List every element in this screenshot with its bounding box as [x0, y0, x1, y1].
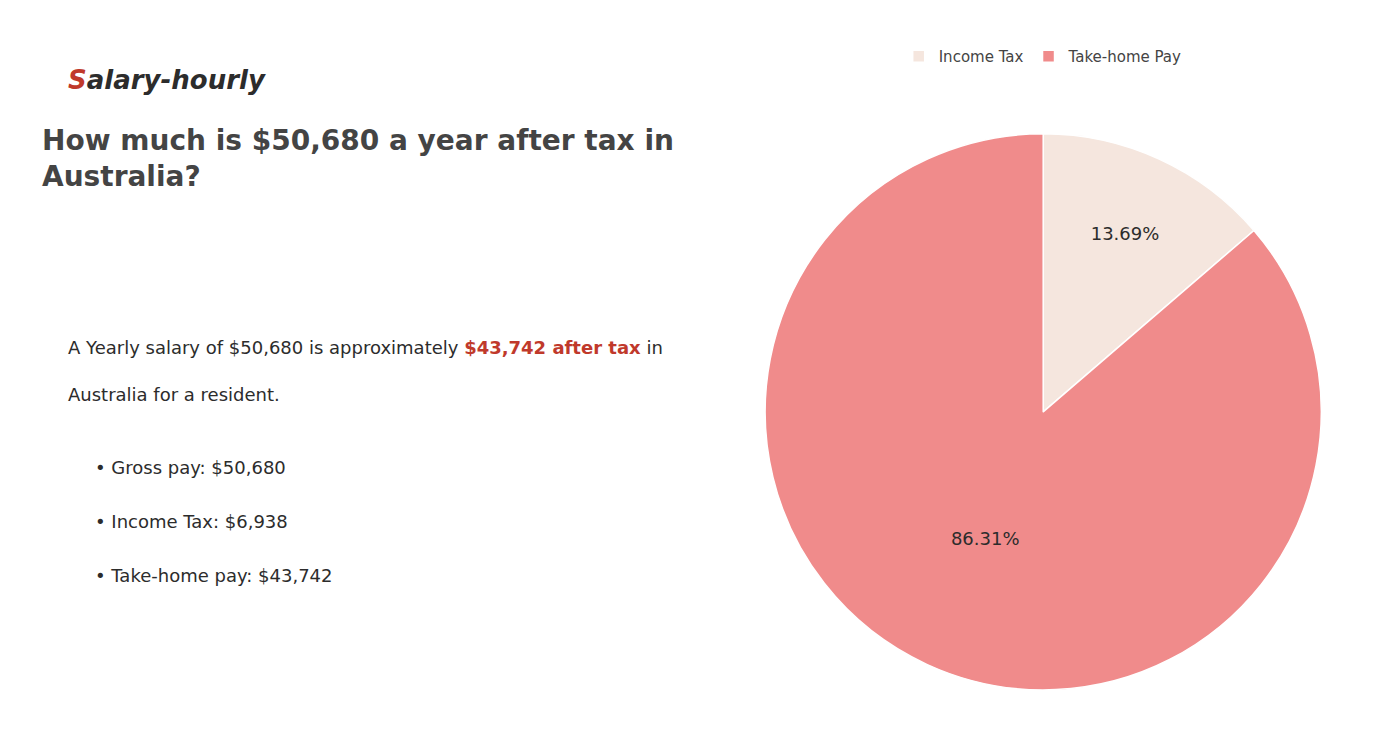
svg-text:• Take-home pay: $43,742: • Take-home pay: $43,742: [95, 565, 333, 586]
svg-text:How much is $50,680 a year aft: How much is $50,680 a year after tax inA…: [42, 124, 674, 193]
svg-text:A Yearly salary of $50,680 is: A Yearly salary of $50,680 is approximat…: [68, 337, 663, 358]
svg-text:13.69%: 13.69%: [1091, 223, 1160, 244]
svg-text:Australia for a resident.: Australia for a resident.: [68, 384, 280, 405]
svg-text:Take-home Pay: Take-home Pay: [1068, 48, 1182, 66]
svg-text:• Gross pay: $50,680: • Gross pay: $50,680: [95, 457, 286, 478]
svg-text:• Income Tax: $6,938: • Income Tax: $6,938: [95, 511, 288, 532]
svg-text:86.31%: 86.31%: [951, 528, 1020, 549]
svg-text:Salary-hourly: Salary-hourly: [68, 65, 266, 95]
svg-text:Income Tax: Income Tax: [939, 48, 1024, 66]
